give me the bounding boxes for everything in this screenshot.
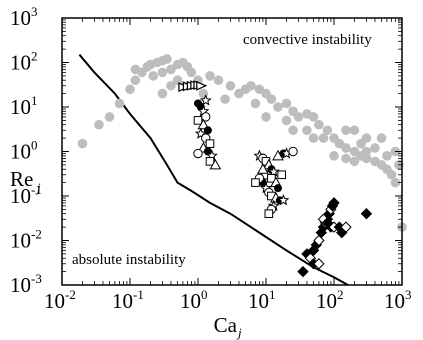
background-data-point <box>314 119 324 130</box>
x-axis-title-main: Ca <box>214 313 238 337</box>
y-tick-label: 10-2 <box>10 227 42 253</box>
x-axis-title-subscript: j <box>236 325 242 340</box>
background-data-point <box>341 153 351 164</box>
background-data-point <box>349 125 360 136</box>
background-data-point <box>370 143 380 153</box>
background-data-point <box>148 71 159 81</box>
x-tick-label: 10-2 <box>44 287 76 313</box>
open-star-point <box>194 127 207 139</box>
background-data-point <box>302 125 312 136</box>
background-data-point <box>157 88 168 99</box>
background-data-point <box>382 151 392 161</box>
background-data-point <box>77 138 88 149</box>
background-data-point <box>361 133 372 143</box>
background-data-point <box>341 125 351 136</box>
open-square-point <box>205 139 215 148</box>
background-data-point <box>341 143 351 153</box>
background-data-point <box>114 98 125 109</box>
background-data-point <box>250 98 261 109</box>
background-data-point <box>246 80 256 91</box>
background-data-point <box>125 84 135 95</box>
x-tick-label: 103 <box>384 287 412 313</box>
x-tick-label: 10-1 <box>112 287 144 313</box>
background-data-point <box>130 64 141 75</box>
annotation-convective: convective instability <box>243 32 372 48</box>
background-data-point <box>390 177 401 188</box>
background-data-point <box>225 80 236 91</box>
y-tick-label: 10-3 <box>10 271 42 297</box>
triangle-data-point <box>196 80 208 91</box>
open-square-point <box>251 178 260 187</box>
background-data-point <box>186 67 197 78</box>
background-data-point <box>261 112 271 122</box>
x-tick-label: 102 <box>316 287 344 313</box>
background-data-point <box>386 169 397 180</box>
open-square-point <box>277 170 286 180</box>
background-data-point <box>281 115 292 126</box>
background-data-point <box>94 119 104 130</box>
open-square-point <box>205 157 215 166</box>
y-axis-title-subscript: j <box>35 180 41 195</box>
diamond-data-point <box>313 258 325 270</box>
x-tick-label: 100 <box>180 287 208 313</box>
background-data-point <box>293 112 304 122</box>
background-data-point <box>322 125 333 136</box>
background-data-point <box>213 75 224 86</box>
background-data-point <box>288 125 298 136</box>
open-square-point <box>193 116 203 125</box>
background-data-point <box>205 71 215 81</box>
y-axis-title-main: Re <box>10 167 33 191</box>
diamond-data-point <box>340 221 352 233</box>
background-data-point <box>104 112 115 122</box>
background-data-point <box>376 133 387 143</box>
y-axis-title: Re j <box>10 167 41 195</box>
open-star-point <box>199 94 212 106</box>
background-data-point <box>166 64 176 75</box>
y-tick-label: 101 <box>10 93 38 119</box>
background-data-point <box>220 94 230 104</box>
background-data-point <box>318 133 329 143</box>
background-data-point <box>308 112 319 122</box>
annotation-absolute: absolute instability <box>72 252 186 268</box>
y-tick-label: 102 <box>10 49 38 75</box>
background-data-point <box>130 75 141 86</box>
open-star-point <box>277 193 290 206</box>
filled-circle-point <box>203 147 212 156</box>
open-triangle-point <box>209 158 222 170</box>
open-circle-point <box>193 148 203 159</box>
y-tick-label: 100 <box>10 138 38 164</box>
open-circle-point <box>288 146 298 157</box>
open-triangle-point <box>257 163 269 174</box>
filled-circle-point <box>273 184 282 193</box>
axes-layer: 10-2 10-1 100 101 102 10310-310-210-110010110… <box>10 4 412 313</box>
y-tick-label: 103 <box>10 4 38 30</box>
open-square-point <box>264 209 274 219</box>
background-data-point <box>281 98 292 109</box>
background-data-point <box>162 54 172 64</box>
background-data-point <box>361 153 372 164</box>
diamond-data-point <box>297 265 309 278</box>
open-triangle-point <box>197 118 210 130</box>
background-data-point <box>308 133 319 143</box>
background-data-point <box>273 102 283 112</box>
background-data-point <box>166 80 176 91</box>
filled-circle-point <box>194 99 202 108</box>
x-axis-title: Ca j <box>214 313 242 340</box>
x-tick-label: 101 <box>248 287 276 313</box>
diamond-data-point <box>328 197 340 209</box>
y-tick-label: 10-1 <box>10 182 42 208</box>
plot-layer <box>77 54 407 286</box>
background-data-point <box>157 67 168 78</box>
background-data-point <box>266 94 277 104</box>
diamond-data-point <box>360 208 373 220</box>
background-data-point <box>349 156 360 167</box>
background-data-point <box>329 151 339 161</box>
